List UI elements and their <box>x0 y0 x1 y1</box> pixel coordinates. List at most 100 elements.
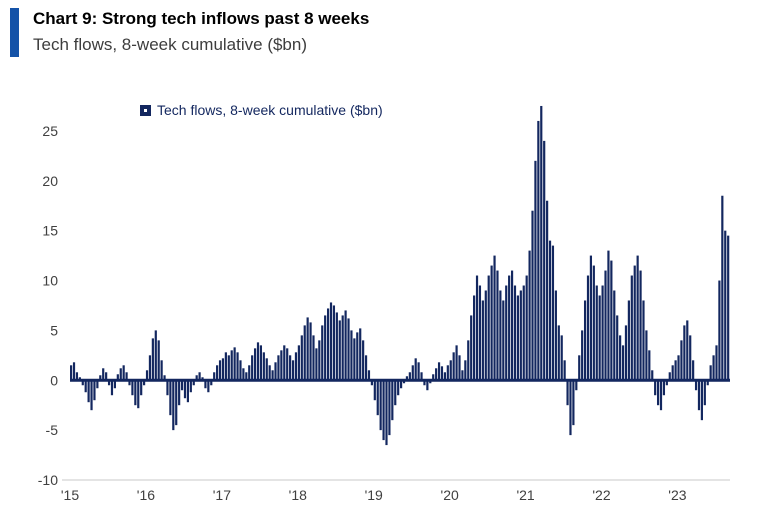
bar <box>326 308 330 381</box>
bar <box>116 374 119 381</box>
bar <box>656 380 660 406</box>
bar <box>213 372 216 381</box>
bar <box>508 275 511 381</box>
bar <box>607 250 610 381</box>
bar <box>110 380 114 396</box>
bar <box>648 350 651 381</box>
bar <box>432 374 435 381</box>
bar <box>513 285 517 381</box>
bar <box>256 342 260 381</box>
bar <box>721 195 724 381</box>
bar <box>102 368 105 381</box>
bar <box>426 380 429 391</box>
bar <box>619 335 622 381</box>
bar <box>294 352 298 381</box>
bar <box>379 380 382 431</box>
bar <box>134 380 137 406</box>
bar <box>531 210 534 381</box>
bar <box>385 380 388 446</box>
bar <box>356 332 359 381</box>
bar <box>145 370 149 381</box>
bar <box>581 330 584 381</box>
bar <box>391 380 394 421</box>
bar <box>344 310 347 381</box>
x-tick-label: '19 <box>365 487 383 503</box>
x-tick-label: '15 <box>61 487 79 503</box>
bar <box>452 352 455 381</box>
bar <box>414 358 417 381</box>
bar <box>449 360 452 381</box>
bar <box>84 380 87 393</box>
bar <box>236 352 239 381</box>
chart: -10 -5 0 5 10 15 20 25 '15 '16 '17 '18 '19 '20 '21 '22 '… <box>0 78 780 518</box>
bar <box>280 350 283 381</box>
y-tick-label: 10 <box>42 273 58 289</box>
bar <box>143 380 146 386</box>
bar <box>303 325 306 381</box>
bar <box>128 380 131 386</box>
title-block: Chart 9: Strong tech inflows past 8 week… <box>33 8 369 57</box>
bar <box>525 275 528 381</box>
x-tick-label: '18 <box>289 487 307 503</box>
bar <box>715 345 718 381</box>
bar <box>654 380 657 396</box>
bar <box>107 380 111 386</box>
bar <box>633 265 636 381</box>
bar <box>435 368 438 381</box>
bar <box>420 372 423 381</box>
bar <box>157 340 160 381</box>
bar <box>178 380 181 406</box>
bar <box>487 275 490 381</box>
bar <box>417 362 420 381</box>
bar <box>586 275 590 381</box>
bar <box>186 380 189 403</box>
bar <box>388 380 391 436</box>
x-tick-label: '22 <box>592 487 610 503</box>
bar <box>423 380 426 386</box>
bar <box>537 120 540 381</box>
bar <box>183 380 187 399</box>
bar <box>534 160 537 381</box>
bar <box>175 380 178 426</box>
bar <box>207 380 210 393</box>
bar <box>616 315 619 381</box>
bar <box>274 362 277 381</box>
bar <box>473 295 476 381</box>
bar <box>140 380 143 396</box>
chart-header: Chart 9: Strong tech inflows past 8 week… <box>10 8 369 57</box>
bar <box>499 290 502 381</box>
bar <box>470 315 473 381</box>
bar <box>662 380 666 396</box>
bar <box>458 355 461 381</box>
bar <box>291 360 295 381</box>
bar <box>286 348 289 381</box>
bar <box>306 317 309 381</box>
bar <box>578 355 581 381</box>
bar <box>519 290 522 381</box>
y-tick-label: 5 <box>50 322 58 338</box>
bar <box>154 330 157 381</box>
bar <box>189 380 192 393</box>
bar <box>595 285 598 381</box>
y-tick-label: -5 <box>46 422 59 438</box>
bar <box>668 372 671 381</box>
bar <box>548 240 552 381</box>
bar <box>151 338 154 381</box>
bar <box>510 270 514 381</box>
bar <box>113 380 116 389</box>
bar <box>467 340 470 381</box>
bar <box>277 355 280 381</box>
legend-marker-icon <box>140 104 151 116</box>
bar <box>604 270 607 381</box>
bar <box>481 300 484 381</box>
bar <box>505 285 508 381</box>
bar <box>540 105 543 381</box>
y-tick-label: 20 <box>42 173 58 189</box>
bar <box>364 355 368 381</box>
y-tick-label: 15 <box>42 223 58 239</box>
bar <box>137 380 140 409</box>
bar <box>645 330 648 381</box>
bar <box>382 380 385 441</box>
bar <box>262 352 265 381</box>
chart-title: Chart 9: Strong tech inflows past 8 week… <box>33 9 370 28</box>
